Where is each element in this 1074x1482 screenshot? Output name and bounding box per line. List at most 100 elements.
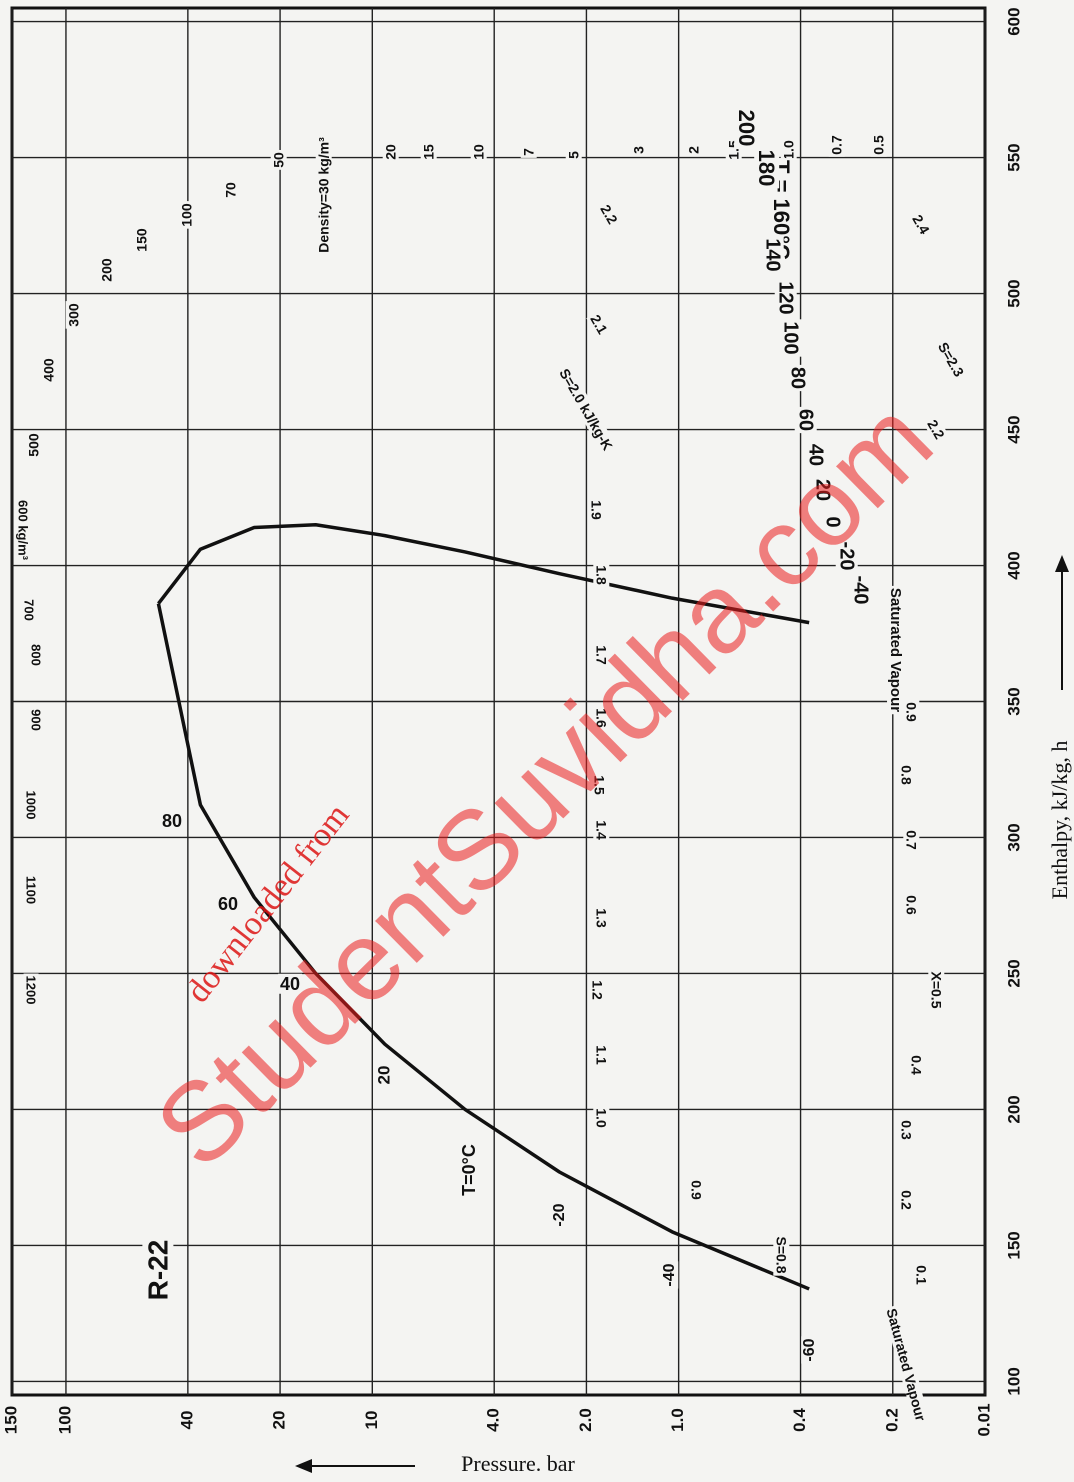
label-background [835, 539, 858, 573]
label-background [374, 1063, 394, 1087]
label-background [23, 788, 39, 822]
label-background [593, 706, 610, 730]
label-background [898, 1118, 915, 1142]
label-background [382, 142, 399, 162]
label-background [887, 585, 905, 715]
label-background [661, 1261, 679, 1289]
label-background [849, 573, 872, 607]
label-background [779, 319, 802, 357]
x-tick-label: 550 [1004, 143, 1023, 171]
curve-label: 20 [374, 1066, 393, 1085]
curve-label: 1200 [24, 976, 39, 1005]
label-background [903, 893, 920, 917]
curve-label: 0.9 [688, 1180, 704, 1200]
label-background [903, 700, 920, 724]
x-tick-label: 200 [1004, 1095, 1023, 1123]
y-axis-label: Pressure. bar [461, 1451, 575, 1476]
curve-label: 150 [134, 228, 150, 252]
y-tick-label: 2.0 [576, 1408, 595, 1432]
x-tick-label: 300 [1004, 823, 1023, 851]
label-background [28, 642, 44, 668]
curve-label: 0.7 [829, 135, 845, 155]
curve-label: 1.4 [593, 820, 609, 840]
label-background [754, 147, 780, 189]
curve-label: 0.4 [908, 1055, 924, 1075]
x-tick-label: 250 [1004, 959, 1023, 987]
label-background [630, 143, 647, 156]
label-background [270, 150, 287, 170]
y-tick-label: 10 [362, 1411, 381, 1430]
label-background [923, 415, 950, 444]
curve-label: Density=30 kg/m³ [316, 137, 332, 253]
label-background [811, 476, 834, 504]
curve-label: 60 [218, 894, 238, 914]
curve-label: 70 [223, 182, 239, 198]
curve-label: 120 [775, 281, 797, 314]
label-background [774, 279, 797, 317]
label-background [593, 818, 610, 842]
curve-label: 0.2 [898, 1190, 914, 1210]
y-tick-label: 150 [1, 1406, 20, 1434]
curve-label: 1.7 [593, 645, 609, 665]
x-axis-label: Enthalpy, kJ/kg, h [1047, 741, 1072, 900]
x-tick-label: 100 [1004, 1367, 1023, 1395]
label-background [761, 236, 784, 274]
label-background [551, 1201, 569, 1229]
label-background [23, 873, 39, 907]
y-axis-arrowhead [295, 1459, 312, 1473]
saturation-curve [157, 522, 810, 625]
curve-label: -40 [850, 576, 872, 605]
label-background [420, 142, 437, 162]
curve-label: S=0.8 [773, 1237, 789, 1274]
curve-label: 50 [271, 152, 287, 168]
x-tick-label: 350 [1004, 687, 1023, 715]
label-background [589, 978, 606, 1002]
label-background [870, 133, 887, 157]
curve-label: 100 [780, 321, 802, 354]
label-background [908, 1053, 925, 1077]
label-background [596, 200, 623, 229]
curve-label: 800 [29, 644, 44, 666]
curve-label: 0.9 [903, 702, 919, 722]
label-background [593, 1043, 610, 1067]
label-background [773, 1234, 790, 1276]
label-background [591, 773, 608, 797]
label-background [593, 563, 610, 587]
curve-label: 15 [421, 144, 437, 160]
label-background [25, 431, 42, 459]
label-background [898, 1188, 915, 1212]
label-background [794, 406, 817, 434]
label-background [928, 969, 945, 1011]
y-tick-label: 4.0 [484, 1408, 503, 1432]
curve-label: S=2.3 [935, 339, 967, 379]
label-background [898, 763, 915, 787]
x-tick-label: 400 [1004, 551, 1023, 579]
curve-label: 2 [686, 146, 702, 154]
label-background [23, 973, 39, 1007]
curve-label: 1.3 [593, 908, 609, 928]
label-background [458, 1142, 479, 1198]
label-background [801, 1336, 819, 1364]
curve-label: 600 kg/m³ [16, 500, 31, 561]
curve-label: -20 [836, 542, 858, 571]
label-background [883, 1304, 930, 1426]
label-background [828, 133, 845, 157]
y-tick-label: 20 [270, 1411, 289, 1430]
label-background [15, 498, 31, 563]
curve-label: 0.6 [903, 895, 919, 915]
label-background [586, 310, 613, 339]
curve-label: 1.6 [593, 708, 609, 728]
curve-label: 1100 [24, 876, 39, 904]
curve-label: 1.1 [593, 1045, 609, 1065]
curve-label: 200 [734, 110, 759, 147]
y-tick-label: 40 [177, 1411, 196, 1430]
label-background [588, 498, 605, 522]
curve-label: 0.5 [871, 135, 887, 155]
y-tick-label: 0.01 [974, 1403, 993, 1436]
curve-label: T=0°C [459, 1144, 479, 1196]
curve-label: 5 [566, 151, 582, 159]
label-background [913, 1263, 930, 1287]
